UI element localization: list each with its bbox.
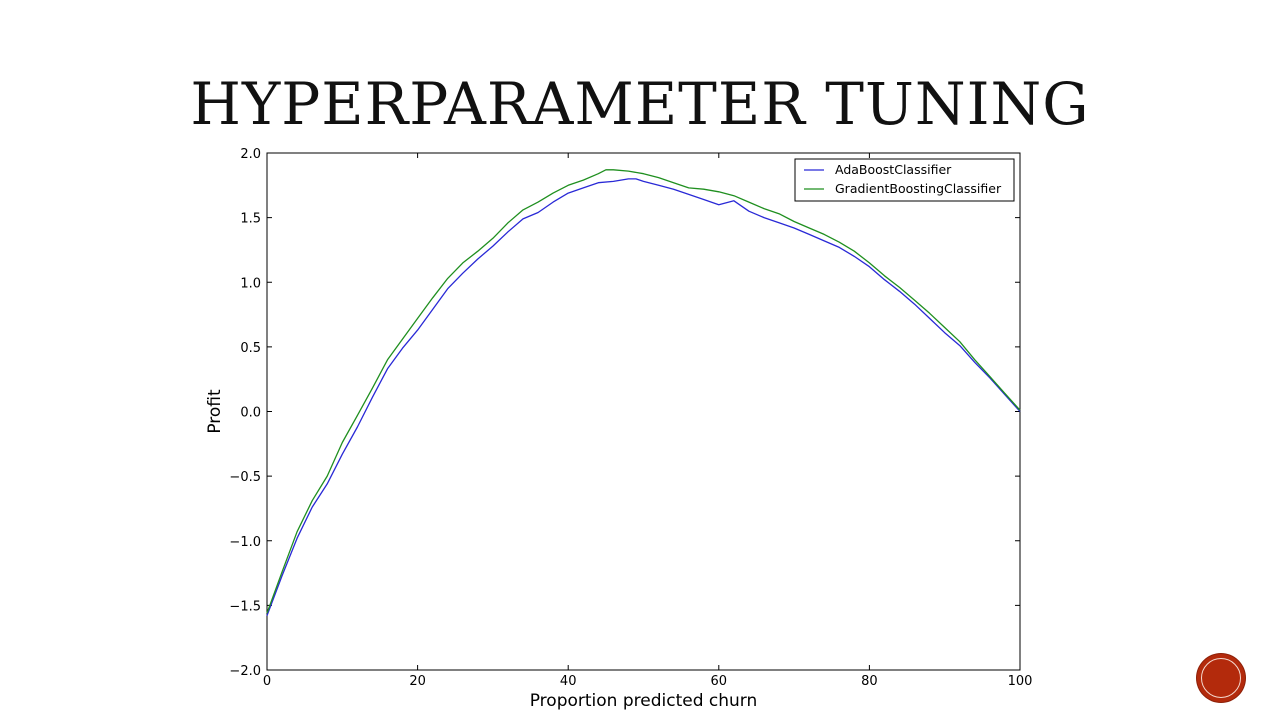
chart-legend: AdaBoostClassifier GradientBoostingClassi… (794, 158, 1015, 202)
circle-button-icon (1201, 658, 1241, 698)
y-tick-label: 1.0 (240, 276, 261, 291)
y-axis-label: Profit (205, 389, 225, 434)
y-tick-label: −2.0 (229, 664, 261, 679)
x-axis-label: Proportion predicted churn (530, 691, 758, 711)
chart-series (266, 169, 1021, 616)
series-line-adaboost (266, 178, 1021, 616)
y-tick-label: 0.0 (240, 406, 261, 421)
y-tick-label: 0.5 (240, 341, 261, 356)
x-tick-label: 0 (263, 674, 271, 689)
y-tick-label: 1.5 (240, 212, 261, 227)
y-tick-label: −1.0 (229, 535, 261, 550)
slide-title: HYPERPARAMETER TUNING (190, 70, 1090, 138)
x-tick-label: 100 (1008, 674, 1033, 689)
y-tick-label: −0.5 (229, 470, 261, 485)
legend-entry: AdaBoostClassifier (835, 162, 952, 177)
x-tick-label: 20 (409, 674, 426, 689)
chart-axes: 0 20 40 60 80 100 −2.0 −1.5 −1.0 −0.5 0.0 0.5 1.0 1.5… (205, 147, 1032, 711)
legend-box (794, 158, 1015, 202)
y-tick-label: 2.0 (240, 147, 261, 162)
legend-entry: GradientBoostingClassifier (835, 181, 1002, 196)
slide-nav-button[interactable] (1197, 654, 1245, 702)
plot-frame (266, 152, 1021, 671)
series-line-gradientboosting (266, 169, 1021, 614)
y-tick-label: −1.5 (229, 599, 261, 614)
x-tick-label: 80 (861, 674, 878, 689)
x-tick-label: 60 (711, 674, 728, 689)
x-tick-label: 40 (560, 674, 577, 689)
